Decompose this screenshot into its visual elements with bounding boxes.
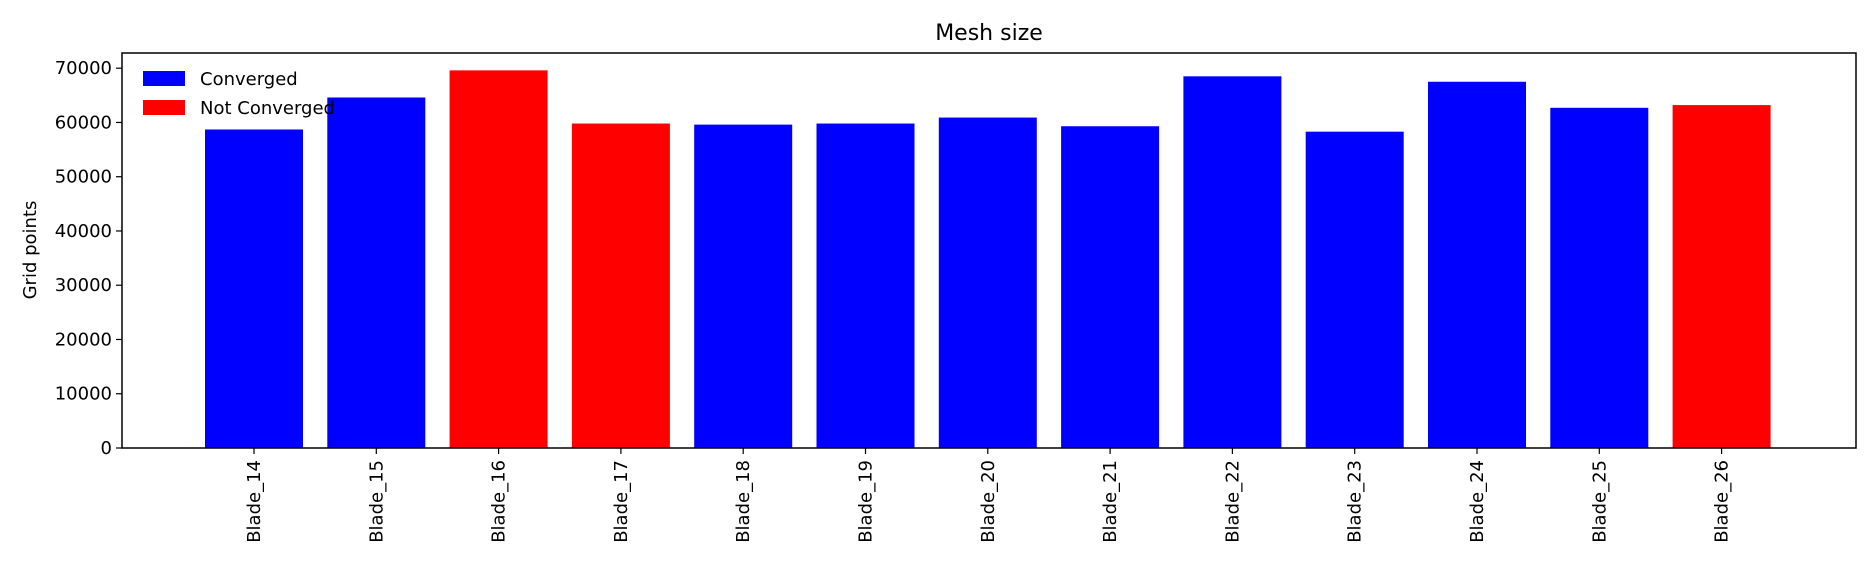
plot-frame — [121, 52, 1857, 449]
y-tick-label: 50000 — [55, 167, 112, 188]
y-axis-label: Grid points — [20, 201, 41, 300]
y-axis-ticks: 0 10000 20000 30000 40000 50000 60000 70000 — [55, 58, 122, 459]
x-tick-label: Blade_25 — [1589, 460, 1610, 543]
bar-blade-16 — [449, 70, 548, 448]
bar-blade-21 — [1061, 126, 1160, 448]
x-tick-label: Blade_18 — [733, 460, 754, 543]
y-tick-label: 10000 — [55, 384, 112, 405]
bars-group — [205, 70, 1771, 449]
bar-blade-17 — [571, 123, 670, 449]
y-tick-label: 40000 — [55, 221, 112, 242]
y-tick-label: 60000 — [55, 112, 112, 133]
legend-swatch-not-converged — [143, 100, 185, 115]
x-tick-label: Blade_16 — [489, 460, 510, 543]
bar-blade-22 — [1183, 76, 1282, 448]
bar-blade-26 — [1672, 105, 1771, 448]
x-tick-label: Blade_20 — [978, 460, 999, 543]
x-tick-label: Blade_14 — [244, 460, 265, 543]
bar-blade-23 — [1305, 131, 1404, 449]
x-tick-label: Blade_17 — [611, 460, 632, 543]
bar-blade-18 — [694, 124, 793, 448]
legend: Converged Not Converged — [143, 69, 335, 119]
legend-label-converged: Converged — [200, 69, 298, 90]
bar-blade-19 — [816, 123, 915, 449]
x-tick-label: Blade_23 — [1345, 460, 1366, 543]
x-tick-label: Blade_21 — [1100, 460, 1121, 543]
x-tick-label: Blade_15 — [366, 460, 387, 543]
y-tick-label: 0 — [101, 438, 112, 459]
y-tick-label: 20000 — [55, 329, 112, 350]
bar-blade-15 — [327, 97, 426, 448]
chart-title: Mesh size — [935, 21, 1043, 46]
x-tick-label: Blade_26 — [1712, 460, 1733, 543]
x-tick-label: Blade_19 — [856, 460, 877, 543]
bar-blade-24 — [1428, 81, 1526, 448]
bar-blade-20 — [938, 117, 1037, 448]
y-tick-label: 30000 — [55, 275, 112, 296]
bar-blade-25 — [1550, 107, 1649, 448]
x-tick-label: Blade_22 — [1222, 460, 1243, 543]
bar-blade-14 — [205, 129, 303, 448]
x-tick-label: Blade_24 — [1467, 460, 1488, 543]
legend-swatch-converged — [143, 71, 185, 86]
x-axis-ticks: Blade_14 Blade_15 Blade_16 Blade_17 Blade_18… — [244, 448, 1733, 543]
legend-label-not-converged: Not Converged — [200, 98, 335, 119]
y-tick-label: 70000 — [55, 58, 112, 79]
